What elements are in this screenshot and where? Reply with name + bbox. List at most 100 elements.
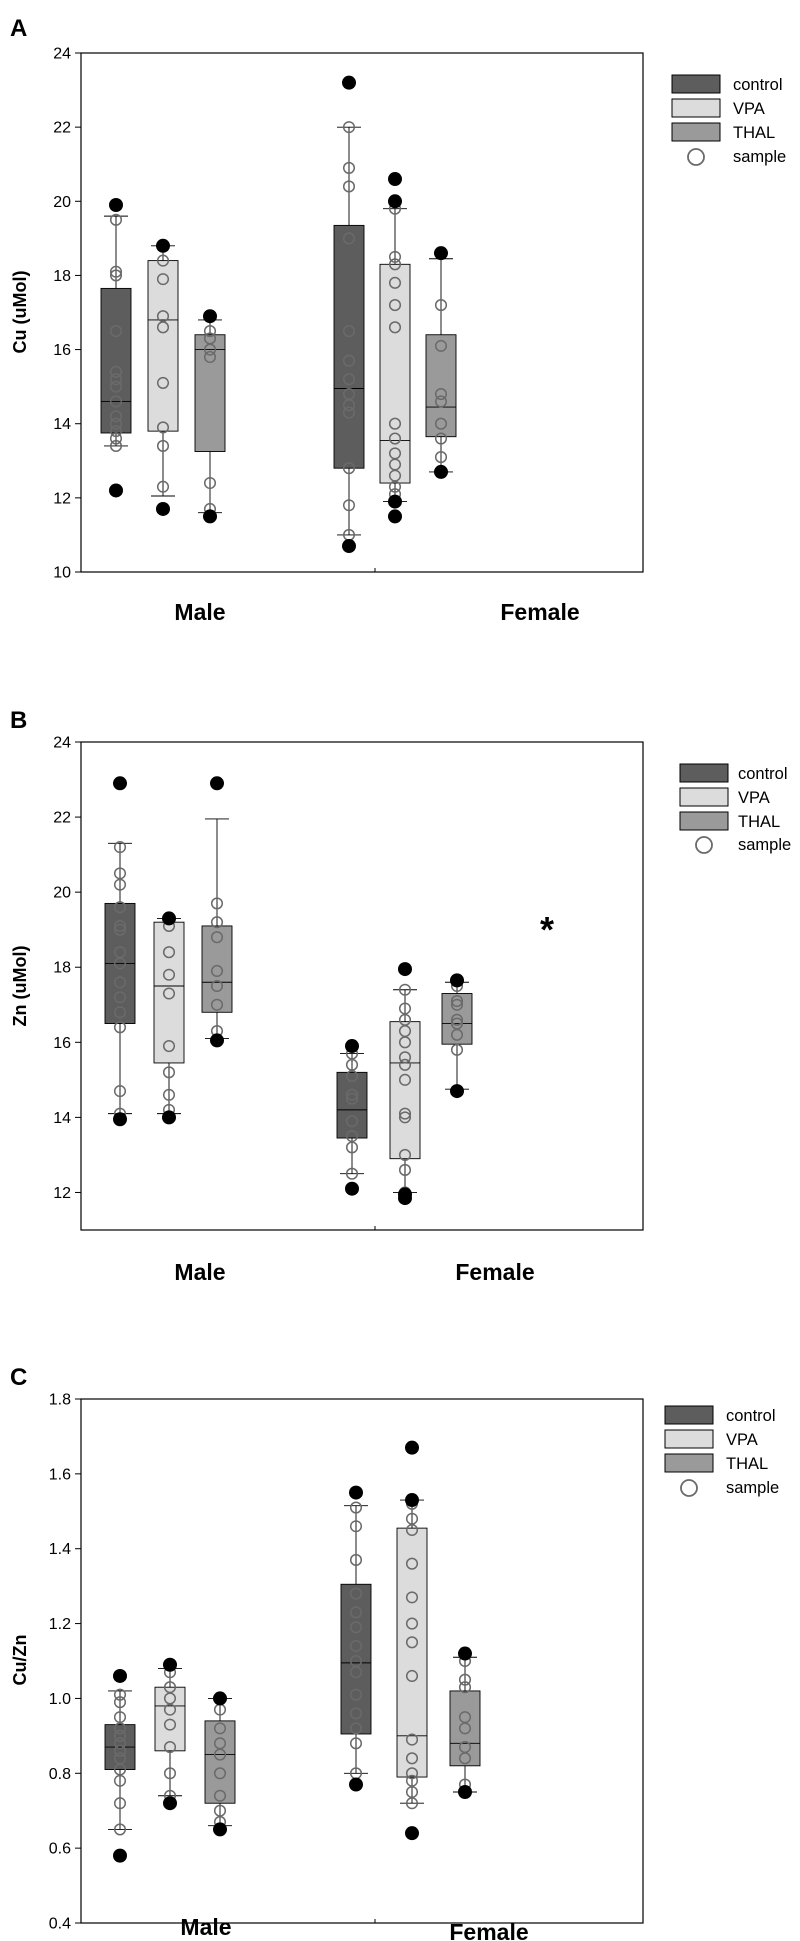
sample-point xyxy=(398,1163,412,1176)
y-tick-label: 1.2 xyxy=(49,1616,71,1633)
y-tick-label: 24 xyxy=(53,46,71,63)
y-tick-label: 1.4 xyxy=(49,1541,71,1558)
legend-b: control VPA THAL sample xyxy=(679,763,791,854)
sample-point xyxy=(156,421,170,434)
sample-point xyxy=(109,417,123,430)
sample-point xyxy=(156,254,170,267)
sample-point xyxy=(405,1636,419,1649)
sample-point xyxy=(162,946,176,959)
sample-point xyxy=(434,395,448,408)
y-axis-label-c: Cu/Zn xyxy=(10,1635,30,1686)
legend-sample-marker-a xyxy=(687,148,705,166)
y-tick-label: 20 xyxy=(53,885,71,902)
sample-point xyxy=(342,354,356,367)
sample-point xyxy=(345,1167,359,1180)
y-tick-label: 14 xyxy=(53,416,71,433)
sample-point xyxy=(213,1804,227,1817)
sample-point xyxy=(113,1823,127,1836)
sample-point xyxy=(109,439,123,453)
outlier-point xyxy=(162,1110,176,1125)
outlier-point xyxy=(388,172,402,187)
outlier-point xyxy=(342,539,356,554)
sample-point xyxy=(213,1737,227,1750)
y-ticks-a: 10 12 14 16 18 20 22 24 xyxy=(53,46,81,582)
box-male-control xyxy=(100,197,132,498)
legend-label-thal-c: THAL xyxy=(726,1455,768,1473)
outlier-point xyxy=(163,1796,177,1811)
sample-point xyxy=(113,919,127,932)
group-label-male-b: Male xyxy=(174,1259,225,1285)
outlier-point xyxy=(213,1691,227,1706)
sample-point xyxy=(213,1767,227,1780)
sample-point xyxy=(109,432,123,445)
sample-point xyxy=(388,417,402,430)
sample-point xyxy=(342,324,356,338)
outlier-point xyxy=(345,1039,359,1054)
outlier-point xyxy=(434,464,448,479)
sample-point xyxy=(156,439,170,453)
sample-point xyxy=(210,998,224,1011)
box-body xyxy=(147,260,179,432)
sample-point xyxy=(450,998,464,1011)
sample-point xyxy=(349,1587,363,1600)
sample-point xyxy=(210,931,224,944)
sample-point xyxy=(156,480,170,493)
legend-sample-marker-c xyxy=(680,1479,698,1497)
sample-point xyxy=(349,1707,363,1720)
sample-point xyxy=(349,1501,363,1514)
sample-point xyxy=(210,964,224,978)
outlier-point xyxy=(156,238,170,253)
sample-point xyxy=(405,1617,419,1630)
legend-swatch-vpa-b xyxy=(679,787,729,807)
sample-point xyxy=(345,1088,359,1101)
sample-point xyxy=(342,373,356,386)
sample-point xyxy=(163,1767,177,1780)
sample-point xyxy=(162,1040,176,1053)
sample-point xyxy=(113,867,127,880)
sample-point xyxy=(162,968,176,981)
sample-point xyxy=(398,1073,412,1086)
panel-c: C Cu/Zn 0.4 0.6 0.8 1.0 1.2 1.4 1.6 1.8 Male Fe… xyxy=(10,1364,779,1941)
sample-point xyxy=(405,1557,419,1570)
panel-letter-c: C xyxy=(10,1364,27,1391)
outlier-point xyxy=(210,1033,224,1048)
plot-frame-a xyxy=(80,52,644,573)
legend-label-vpa-b: VPA xyxy=(738,789,770,807)
y-tick-label: 12 xyxy=(53,490,71,507)
box-male-vpa xyxy=(154,1657,186,1811)
legend-sample-marker-b xyxy=(695,836,713,854)
outlier-point xyxy=(349,1777,363,1792)
y-axis-label-b: Zn (uMol) xyxy=(10,946,30,1027)
sample-point xyxy=(345,1130,359,1143)
sample-point xyxy=(109,269,123,282)
outlier-point xyxy=(388,509,402,524)
group-label-female-c: Female xyxy=(449,1919,528,1941)
sample-point xyxy=(109,425,123,438)
plot-frame-b xyxy=(80,741,644,1231)
box-body xyxy=(340,1583,372,1735)
sample-point xyxy=(109,410,123,423)
sample-point xyxy=(109,324,123,338)
sample-point xyxy=(388,432,402,445)
box-male-thal xyxy=(194,309,226,524)
sample-point xyxy=(398,1111,412,1124)
outlier-point xyxy=(210,776,224,791)
sample-point xyxy=(156,273,170,286)
y-tick-label: 1.8 xyxy=(49,1392,71,1409)
outlier-point xyxy=(163,1657,177,1672)
y-tick-label: 1.6 xyxy=(49,1466,71,1483)
y-tick-label: 20 xyxy=(53,194,71,211)
sample-point xyxy=(450,1013,464,1026)
outlier-point xyxy=(203,509,217,524)
outlier-point xyxy=(109,483,123,498)
sample-point xyxy=(434,299,448,312)
outlier-point xyxy=(113,1848,127,1863)
sample-point xyxy=(450,1017,464,1030)
sample-point xyxy=(450,994,464,1008)
y-tick-label: 14 xyxy=(53,1110,71,1127)
sample-point xyxy=(109,213,123,226)
box-female-thal xyxy=(449,1646,481,1799)
legend-a: control VPA THAL sample xyxy=(671,74,786,166)
sample-point xyxy=(342,121,356,134)
